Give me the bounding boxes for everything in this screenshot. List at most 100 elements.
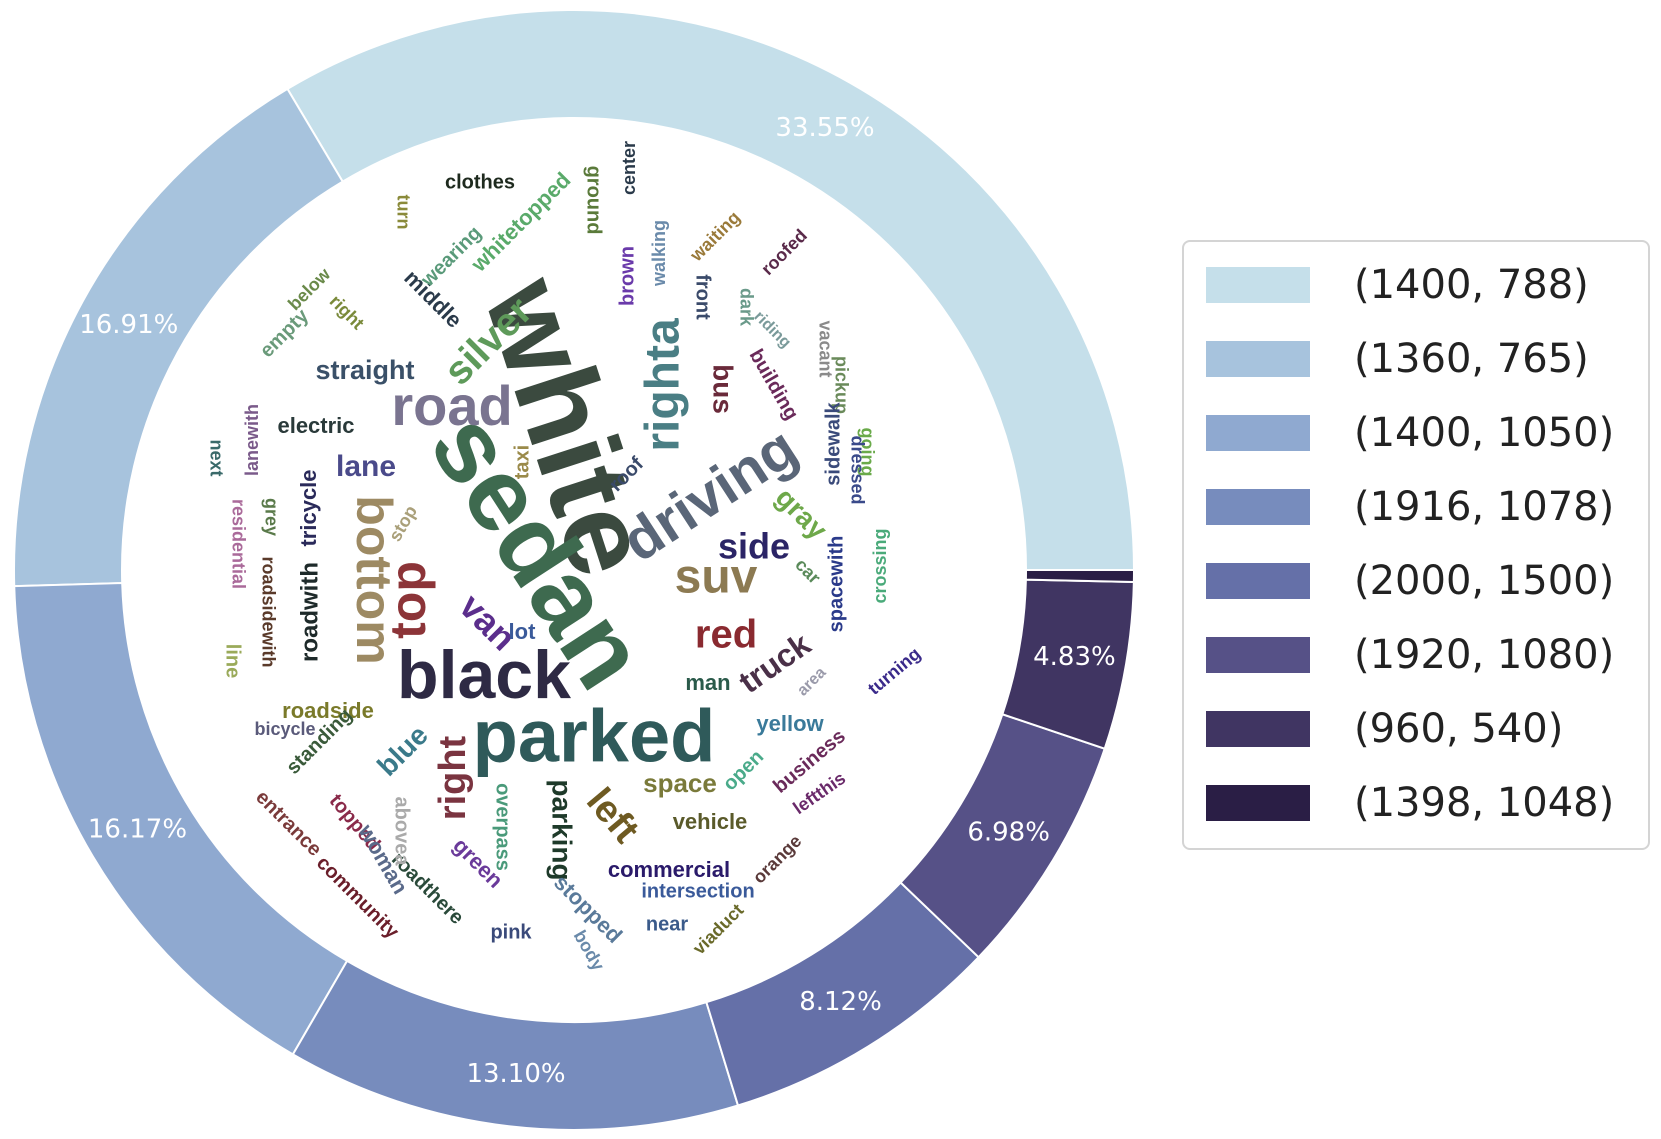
word-cloud-word: building	[745, 345, 803, 423]
word-cloud-word: crossing	[870, 528, 890, 603]
word-cloud: whitesedanparkedblackdrivingroadbottomto…	[206, 141, 924, 974]
word-cloud-word: red	[695, 613, 757, 657]
word-cloud-word: vehicle	[673, 809, 748, 834]
word-cloud-word: bicycle	[254, 719, 315, 739]
word-cloud-word: turn	[393, 195, 413, 230]
word-cloud-word: straight	[315, 355, 414, 385]
donut-segment	[286, 9, 1136, 571]
word-cloud-word: tricycle	[296, 469, 321, 546]
word-cloud-word: abovea	[391, 797, 413, 867]
legend-item: (1398, 1048)	[1206, 766, 1614, 840]
word-cloud-word: line	[222, 644, 244, 678]
word-cloud-word: commercial	[608, 857, 730, 882]
legend: (1400, 788) (1360, 765) (1400, 1050) (1916,…	[1182, 240, 1650, 850]
word-cloud-word: top	[380, 561, 436, 639]
word-cloud-word: lot	[509, 619, 537, 644]
legend-label: (1920, 1080)	[1354, 632, 1615, 678]
word-cloud-word: dressed	[847, 435, 867, 504]
legend-swatch	[1206, 563, 1310, 599]
percentage-label: 16.17%	[88, 814, 187, 844]
legend-label: (1398, 1048)	[1354, 780, 1615, 826]
word-cloud-word: center	[619, 141, 639, 195]
legend-swatch	[1206, 785, 1310, 821]
percentage-label: 33.55%	[775, 113, 874, 143]
legend-label: (2000, 1500)	[1354, 558, 1615, 604]
word-cloud-word: overpass	[492, 783, 514, 871]
word-cloud-word: residential	[228, 499, 248, 589]
legend-swatch	[1206, 267, 1310, 303]
word-cloud-word: roadwith	[296, 562, 323, 662]
word-cloud-word: space	[643, 768, 717, 798]
word-cloud-word: roofed	[757, 225, 811, 279]
word-cloud-word: lane	[336, 450, 396, 483]
word-cloud-word: righta	[637, 318, 690, 452]
word-cloud-word: suv	[675, 551, 758, 604]
word-cloud-word: front	[692, 274, 714, 320]
percentage-label: 13.10%	[466, 1059, 565, 1089]
legend-swatch	[1206, 341, 1310, 377]
word-cloud-word: riding	[750, 308, 793, 351]
word-cloud-word: viaduct	[689, 900, 748, 959]
legend-swatch	[1206, 637, 1310, 673]
word-cloud-word: parked	[473, 695, 716, 778]
legend-label: (1916, 1078)	[1354, 484, 1615, 530]
word-cloud-word: roadside	[282, 698, 374, 723]
legend-item: (1916, 1078)	[1206, 470, 1614, 544]
word-cloud-word: parking	[547, 779, 578, 880]
word-cloud-word: turning	[864, 643, 924, 698]
percentage-labels: 33.55% 16.91% 16.17% 13.10% 8.12% 6.98% 4.83%	[79, 113, 1116, 1089]
legend-item: (1360, 765)	[1206, 322, 1589, 396]
word-cloud-word: blue	[371, 719, 434, 782]
word-cloud-word: yellow	[756, 711, 824, 736]
word-cloud-word: open	[719, 746, 768, 795]
word-cloud-word: taxi	[511, 445, 533, 479]
word-cloud-word: grey	[261, 498, 281, 536]
word-cloud-word: roadsidewith	[258, 556, 278, 667]
legend-swatch	[1206, 489, 1310, 525]
word-cloud-word: black	[397, 637, 571, 713]
legend-swatch	[1206, 415, 1310, 451]
word-cloud-word: going	[857, 428, 877, 477]
legend-label: (960, 540)	[1354, 706, 1564, 752]
word-cloud-word: entrance	[251, 786, 326, 861]
percentage-label: 6.98%	[967, 817, 1050, 847]
donut-segment	[1024, 569, 1136, 583]
word-cloud-word: car	[791, 554, 824, 587]
legend-swatch	[1206, 711, 1310, 747]
word-cloud-word: walking	[649, 220, 669, 287]
word-cloud-word: spacewith	[825, 536, 847, 633]
word-cloud-word: electric	[277, 413, 354, 438]
word-cloud-word: clothes	[445, 171, 515, 193]
word-cloud-word: bus	[708, 364, 739, 414]
word-cloud-word: dark	[736, 288, 756, 327]
word-cloud-word: right	[432, 735, 474, 820]
word-cloud-word: vacant	[815, 320, 835, 377]
legend-item: (960, 540)	[1206, 692, 1563, 766]
word-cloud-word: man	[685, 670, 730, 695]
legend-item: (1400, 1050)	[1206, 396, 1614, 470]
legend-label: (1400, 788)	[1354, 262, 1589, 308]
legend-label: (1360, 765)	[1354, 336, 1589, 382]
word-cloud-word: empty	[256, 304, 314, 362]
word-cloud-word: brown	[616, 246, 638, 306]
percentage-label: 16.91%	[79, 310, 178, 340]
word-cloud-word: orange	[749, 831, 806, 888]
legend-label: (1400, 1050)	[1354, 410, 1615, 456]
word-cloud-word: road	[391, 374, 512, 437]
legend-item: (1400, 788)	[1206, 248, 1589, 322]
donut-segment	[291, 959, 740, 1131]
word-cloud-word: lanewith	[242, 404, 262, 476]
word-cloud-word: side	[718, 526, 790, 567]
word-cloud-word: waiting	[685, 207, 744, 266]
word-cloud-word: sidewalk	[822, 401, 844, 485]
word-cloud-word: ground	[583, 166, 605, 235]
word-cloud-word: next	[206, 439, 226, 476]
donut-segments	[13, 9, 1136, 1131]
percentage-label: 8.12%	[799, 987, 882, 1017]
word-cloud-word: right	[326, 291, 368, 333]
legend-item: (1920, 1080)	[1206, 618, 1614, 692]
word-cloud-word: intersection	[641, 880, 754, 902]
word-cloud-word: near	[646, 913, 688, 935]
word-cloud-word: pickup	[831, 356, 851, 414]
